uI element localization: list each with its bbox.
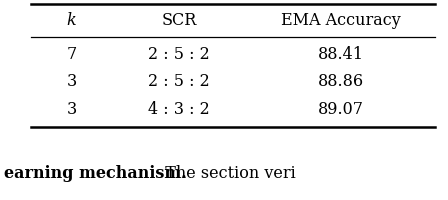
Text: 2 : 5 : 2: 2 : 5 : 2 xyxy=(148,73,210,90)
Text: The section veri: The section veri xyxy=(155,166,295,182)
Text: 89.07: 89.07 xyxy=(318,101,363,118)
Text: 88.41: 88.41 xyxy=(318,46,363,63)
Text: EMA Accuracy: EMA Accuracy xyxy=(280,12,401,29)
Text: 7: 7 xyxy=(67,46,77,63)
Text: 3: 3 xyxy=(67,73,77,90)
Text: 2 : 5 : 2: 2 : 5 : 2 xyxy=(148,46,210,63)
Text: 3: 3 xyxy=(67,101,77,118)
Text: k: k xyxy=(67,12,77,29)
Text: 88.86: 88.86 xyxy=(318,73,363,90)
Text: 4 : 3 : 2: 4 : 3 : 2 xyxy=(148,101,210,118)
Text: SCR: SCR xyxy=(162,12,197,29)
Text: earning mechanism.: earning mechanism. xyxy=(4,166,187,182)
